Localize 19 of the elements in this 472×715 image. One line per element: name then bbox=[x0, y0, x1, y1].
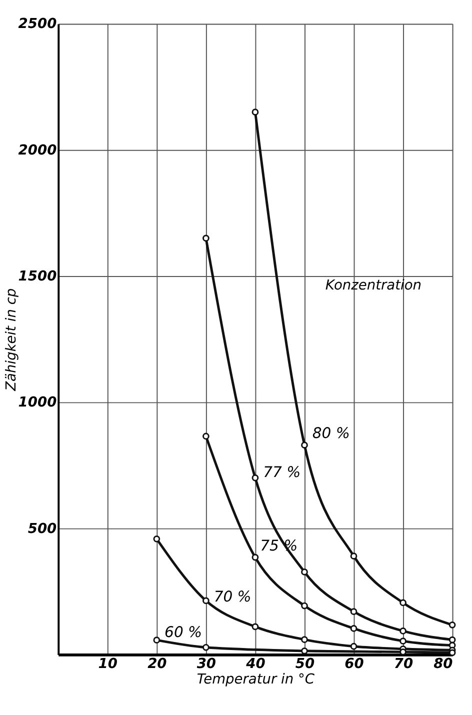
y-tick-label: 1500 bbox=[18, 268, 58, 284]
x-tick-label: 20 bbox=[148, 656, 168, 672]
y-tick-label: 1000 bbox=[18, 394, 58, 411]
series-label: 60 % bbox=[164, 624, 202, 642]
y-tick-label: 2500 bbox=[18, 16, 58, 32]
x-tick-label: 50 bbox=[295, 656, 315, 672]
x-tick-label: 80 bbox=[434, 656, 454, 672]
x-axis-title: Temperatur in °C bbox=[196, 672, 315, 688]
x-tick-label: 60 bbox=[344, 656, 364, 672]
series-label: 77 % bbox=[263, 464, 301, 481]
y-tick-label: 2000 bbox=[18, 142, 58, 158]
series-label: 70 % bbox=[214, 588, 252, 606]
y-tick-label: 500 bbox=[28, 520, 58, 537]
x-tick-label: 30 bbox=[196, 656, 216, 672]
y-axis-title: Zähigkeit in cp bbox=[3, 288, 20, 392]
x-tick-label: 70 bbox=[394, 656, 414, 672]
x-tick-label: 10 bbox=[98, 656, 118, 672]
series-label: 80 % bbox=[312, 425, 350, 442]
x-tick-label: 40 bbox=[245, 656, 266, 672]
